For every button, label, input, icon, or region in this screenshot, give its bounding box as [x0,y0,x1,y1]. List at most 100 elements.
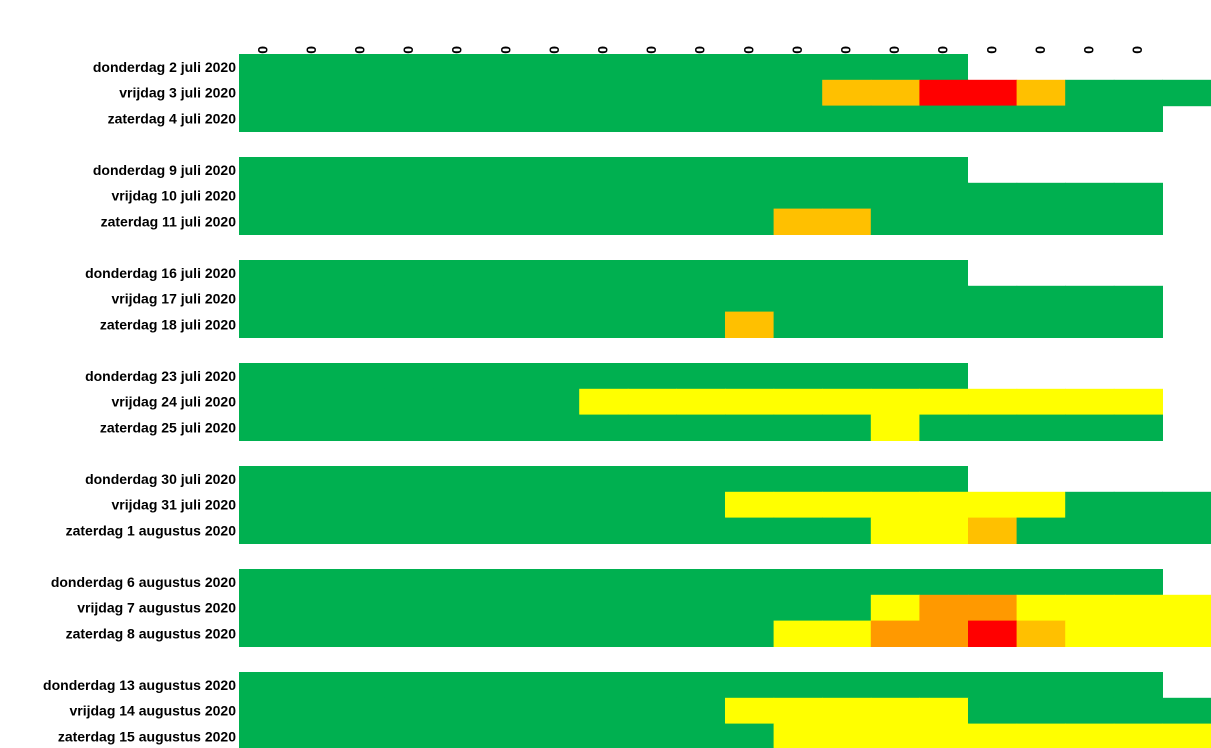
heatmap-cell [384,723,434,748]
heatmap-cell [1016,697,1066,725]
heatmap-cell [579,285,629,313]
heatmap-cell [627,466,677,493]
heatmap-cell [1065,569,1115,596]
heatmap-cell [1065,388,1115,416]
heatmap-cell [239,182,289,210]
heatmap-cell [627,54,677,81]
heatmap-cell [1113,697,1163,725]
heatmap-cell [1162,491,1211,519]
heatmap-cell [482,208,532,235]
heatmap-cell [919,388,969,416]
heatmap-cell [579,79,629,107]
row-label: zaterdag 15 augustus 2020 [58,729,236,745]
heatmap-cell [287,672,337,699]
heatmap-cell [433,79,483,107]
heatmap-cell [384,569,434,596]
heatmap-cell [676,311,726,338]
heatmap-cell [287,697,337,725]
heatmap-cell [336,260,386,287]
heatmap-cell [870,157,920,184]
heatmap-cell [336,285,386,313]
heatmap-cell [530,388,580,416]
heatmap-cell [530,311,580,338]
heatmap-cell [579,208,629,235]
heatmap-cell [384,363,434,390]
heatmap-cell [336,157,386,184]
heatmap-cell [1065,54,1115,81]
heatmap-cell [433,491,483,519]
row-label: donderdag 2 juli 2020 [93,59,236,75]
heatmap-cell [870,79,920,107]
heatmap-cell [336,723,386,748]
heatmap-cell [676,569,726,596]
heatmap-cell [627,672,677,699]
row-label: donderdag 9 juli 2020 [93,162,236,178]
heatmap-cell [336,79,386,107]
heatmap-cell [1016,54,1066,81]
heatmap-cell [1162,517,1211,544]
row-label: donderdag 13 augustus 2020 [43,677,236,693]
heatmap-cell [1065,182,1115,210]
heatmap-cell [239,466,289,493]
heatmap-cell [530,79,580,107]
heatmap-cell [676,620,726,647]
heatmap-cell [287,363,337,390]
heatmap-cell [239,569,289,596]
heatmap-cell [870,569,920,596]
heatmap-cell [822,157,872,184]
heatmap-cell [725,569,775,596]
heatmap-cell [336,414,386,441]
heatmap-cell [870,594,920,622]
heatmap-cell [530,414,580,441]
heatmap-cell [433,285,483,313]
heatmap-cell [919,672,969,699]
heatmap-cell [676,723,726,748]
heatmap-cell [433,363,483,390]
row-label: zaterdag 8 augustus 2020 [66,626,237,642]
heatmap-cell [1065,208,1115,235]
heatmap-cell [1113,620,1163,647]
heatmap-cell [968,569,1018,596]
heatmap-cell [239,105,289,132]
heatmap-cell [1113,363,1163,390]
heatmap-cell [822,363,872,390]
heatmap-cell [336,54,386,81]
heatmap-cell [433,466,483,493]
heatmap-cell [482,363,532,390]
heatmap-cell [433,182,483,210]
heatmap-cell [773,517,823,544]
heatmap-cell [482,105,532,132]
heatmap-cell [822,697,872,725]
heatmap-cell [384,208,434,235]
heatmap-cell [725,105,775,132]
heatmap-cell [1016,491,1066,519]
heatmap-cell [773,54,823,81]
heatmap-cell [239,54,289,81]
heatmap-cell [676,466,726,493]
heatmap-cell [870,388,920,416]
heatmap-cell [239,517,289,544]
heatmap-cell [482,285,532,313]
heatmap-cell [1016,260,1066,287]
heatmap-cell [822,723,872,748]
heatmap-cell [1016,388,1066,416]
heatmap-cell [530,466,580,493]
heatmap-cell [627,157,677,184]
heatmap-cell [968,697,1018,725]
heatmap-cell [336,491,386,519]
heatmap-cell [676,208,726,235]
heatmap-cell [870,491,920,519]
heatmap-cell [725,157,775,184]
heatmap-cell [433,569,483,596]
heatmap-cell [579,517,629,544]
heatmap-cell [336,388,386,416]
heatmap-cell [384,466,434,493]
heatmap-cell [1065,105,1115,132]
heatmap-cell [676,414,726,441]
row-label: zaterdag 25 juli 2020 [100,420,236,436]
heatmap-cell [822,569,872,596]
heatmap-cell [676,388,726,416]
heatmap-cell [579,491,629,519]
heatmap-cell [384,79,434,107]
